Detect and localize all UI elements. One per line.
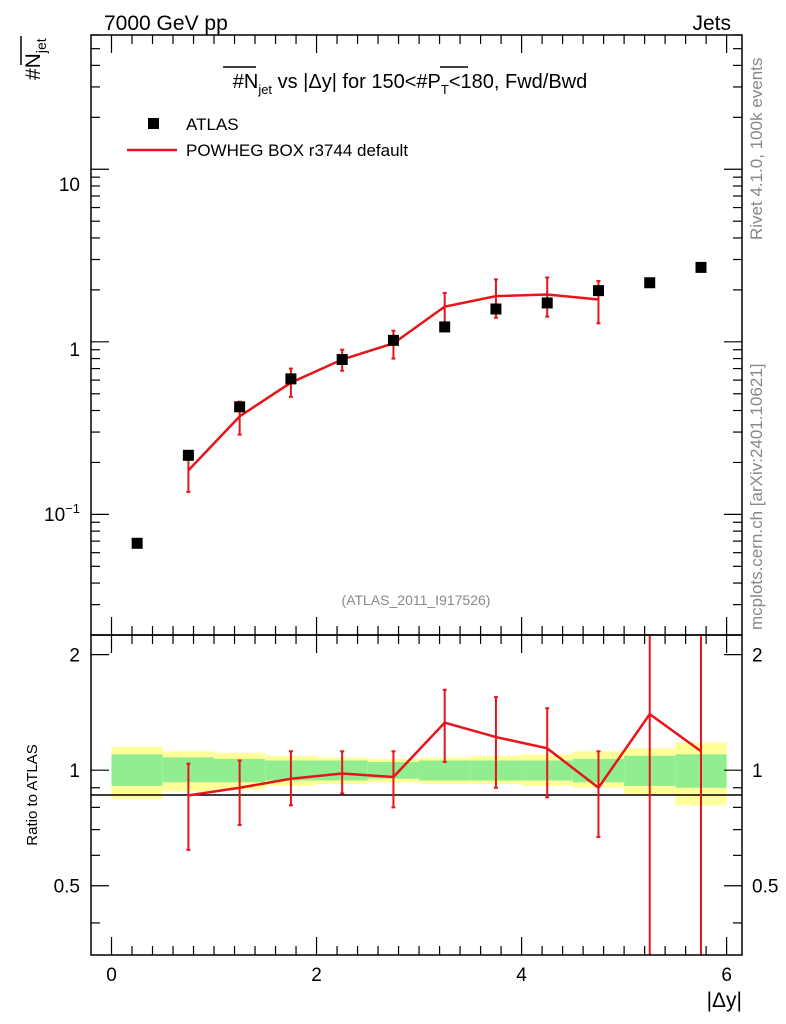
watermark: (ATLAS_2011_I917526) [342,592,491,608]
chart-title: #Njet vs |Δy| for 150<#PT<180, Fwd/Bwd [223,66,588,97]
rivet-label: Rivet 4.1.0, 100k events [747,58,766,240]
atlas-data-point [644,277,656,289]
mcplots-label: mcplots.cern.ch [arXiv:2401.10621] [747,364,766,630]
atlas-data-point [336,353,348,365]
bottom-ytick-label-left: 1 [69,761,80,782]
legend: ATLAS POWHEG BOX r3744 default [127,115,408,160]
ratio-ylabel: Ratio to ATLAS [24,744,41,845]
atlas-data-point [439,321,451,333]
legend-mc-label: POWHEG BOX r3744 default [186,141,408,160]
title-part-c: <180, Fwd/Bwd [449,71,587,93]
legend-data-marker [148,118,159,129]
ratio-band [111,742,727,806]
atlas-data-point [592,285,604,297]
top-ylabel: #Njet [20,36,49,80]
band-inner-bin [111,754,163,786]
top-chart-marks [131,261,707,549]
bottom-ytick-label-left: 0.5 [54,877,80,898]
bottom-xtick-label: 6 [721,965,732,986]
title-sub-a: jet [257,82,272,97]
atlas-data-point [234,401,246,413]
header-right: Jets [692,12,731,35]
atlas-data-point [387,334,399,346]
svg-text:#Njet: #Njet [22,38,49,80]
atlas-data-point [541,297,553,309]
legend-data-label: ATLAS [186,115,239,134]
title-sub-b: T [441,82,449,97]
top-ytick-label-0.1: 10−1 [44,501,80,526]
bottom-ytick-label-right: 2 [752,646,763,667]
bottom-ytick-label-right: 0.5 [752,877,778,898]
top-ytick-label-10: 10 [59,175,80,196]
top-ylabel-sub: jet [33,38,49,54]
atlas-data-point [490,303,502,315]
bottom-ytick-label-left: 2 [69,646,80,667]
bottom-axis-ticks: 0 2 4 6 0.5 0.5 1 1 2 2 [54,635,778,986]
top-ytick-label-1: 1 [69,340,80,361]
header-left: 7000 GeV pp [104,12,228,35]
bottom-plot-frame [90,634,743,956]
bottom-ytick-label-right: 1 [752,761,763,782]
xlabel: |Δy| [707,989,742,1012]
top-ytick-label-base: 10 [44,505,65,526]
band-inner-bin [419,760,471,781]
bottom-xtick-label: 4 [516,965,527,986]
atlas-data-point [182,449,194,461]
atlas-data-point [285,373,297,385]
title-part-a: #N [233,71,259,93]
top-ytick-label-exp: −1 [65,501,80,516]
bottom-xtick-label: 2 [311,965,322,986]
bottom-chart-marks [186,635,702,955]
atlas-data-point [131,537,143,549]
bottom-xtick-label: 0 [106,965,117,986]
top-ylabel-main: #N [22,53,45,80]
svg-text:#Njet vs |Δy| for 150<#PT<180,: #Njet vs |Δy| for 150<#PT<180, Fwd/Bwd [233,71,588,97]
title-part-b: vs |Δy| for 150<#P [272,71,441,93]
mc-line [187,293,599,472]
atlas-data-point [695,261,707,273]
